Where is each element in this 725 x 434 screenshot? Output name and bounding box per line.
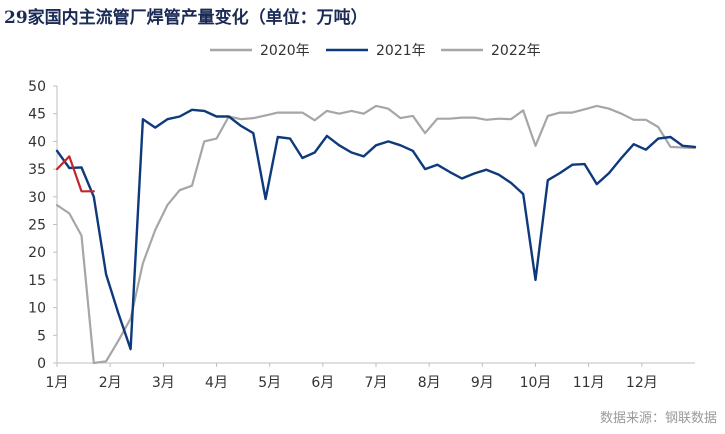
x-tick-label: 10月	[520, 375, 552, 391]
x-tick-label: 11月	[573, 375, 605, 391]
axes: 0 5 10 15 20 25 30 35 40 45 50 1月 2月 3月 4月 5月 6月 7月 8月 9月 10…	[28, 79, 695, 391]
y-tick-label: 10	[28, 301, 46, 317]
y-tick-label: 50	[28, 79, 46, 95]
legend-label-2022: 2022年	[491, 43, 541, 59]
y-tick-label: 45	[28, 107, 46, 123]
legend: 2020年 2021年 2022年	[210, 43, 541, 59]
series-line-2022	[55, 155, 95, 193]
x-tick-label: 9月	[471, 375, 494, 391]
series-line-2021	[55, 108, 697, 351]
x-tick-label: 12月	[626, 375, 658, 391]
x-tick-label: 4月	[205, 375, 228, 391]
x-tick-label: 2月	[99, 375, 122, 391]
legend-label-2021: 2021年	[376, 43, 426, 59]
x-tick-label: 5月	[258, 375, 281, 391]
y-tick-label: 20	[28, 245, 46, 261]
x-tick-label: 7月	[365, 375, 388, 391]
x-tick-label: 1月	[46, 375, 69, 391]
y-tick-label: 5	[37, 328, 46, 344]
x-tick-label: 6月	[311, 375, 334, 391]
x-tick-label: 3月	[152, 375, 175, 391]
y-tick-label: 30	[28, 190, 46, 206]
legend-label-2020: 2020年	[260, 43, 310, 59]
y-tick-label: 15	[28, 273, 46, 289]
series-line-2020	[55, 104, 697, 365]
y-tick-label: 0	[37, 356, 46, 372]
series-lines	[55, 104, 697, 365]
y-tick-label: 25	[28, 218, 46, 234]
y-tick-label: 40	[28, 134, 46, 150]
source-note: 数据来源：钢联数据	[599, 411, 717, 426]
y-tick-label: 35	[28, 162, 46, 178]
x-tick-label: 8月	[418, 375, 441, 391]
chart-title: 29家国内主流管厂焊管产量变化（单位：万吨）	[4, 8, 368, 28]
